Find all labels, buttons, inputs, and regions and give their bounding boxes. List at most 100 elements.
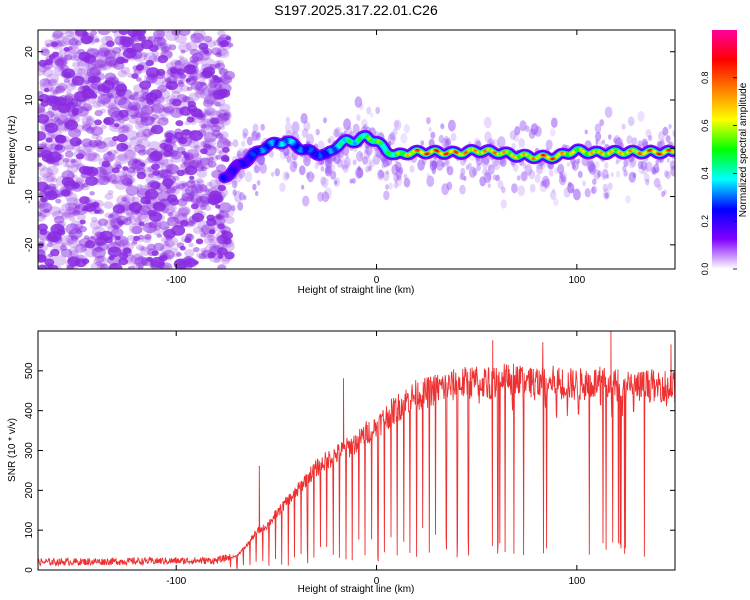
noise-speckle	[166, 76, 178, 85]
noise-speckle	[176, 260, 182, 265]
ridge-halo-speckle	[325, 163, 333, 174]
ridge-halo-speckle	[343, 156, 351, 168]
snr-peak-point	[542, 342, 544, 344]
noise-speckle	[141, 257, 153, 266]
ridge-halo-speckle	[285, 116, 290, 124]
noise-speckle	[52, 30, 63, 39]
ridge-halo-speckle	[242, 128, 249, 138]
ridge-halo-speckle	[446, 165, 454, 176]
spectrogram-x-tick-label: -100	[166, 275, 186, 286]
noise-speckle	[176, 68, 186, 76]
noise-speckle	[39, 190, 52, 201]
noise-speckle	[118, 30, 130, 35]
ridge-halo-speckle	[238, 192, 245, 201]
noise-speckle	[206, 234, 215, 241]
ridge-halo-speckle	[627, 116, 635, 127]
noise-speckle	[53, 221, 65, 230]
ridge-halo-speckle	[306, 171, 315, 183]
ridge-halo-speckle	[514, 126, 521, 136]
noise-speckle	[125, 130, 139, 141]
ridge-halo-speckle	[484, 131, 492, 143]
noise-speckle	[110, 30, 118, 33]
ridge-halo-speckle	[460, 174, 465, 181]
noise-speckle	[90, 126, 104, 136]
ridge-halo-speckle	[655, 167, 660, 174]
ridge-halo-speckle	[591, 185, 598, 194]
noise-speckle	[76, 243, 88, 253]
noise-speckle	[67, 202, 78, 210]
ridge-halo-speckle	[665, 171, 671, 180]
noise-speckle	[56, 117, 65, 125]
noise-speckle	[78, 51, 91, 62]
noise-speckle	[120, 125, 131, 133]
noise-speckle	[210, 117, 220, 125]
noise-speckle	[121, 197, 128, 202]
noise-speckle	[40, 142, 48, 148]
noise-speckle	[67, 45, 80, 55]
noise-speckle	[197, 179, 205, 186]
noise-speckle	[141, 87, 150, 94]
ridge-halo-speckle	[542, 178, 548, 186]
ridge-halo-speckle	[468, 166, 477, 178]
noise-speckle	[60, 30, 69, 35]
noise-speckle	[127, 235, 136, 241]
noise-speckle	[75, 254, 85, 262]
colorbar-axes: 0.0 0.2 0.4 0.6 0.8	[700, 72, 737, 275]
noise-speckle	[108, 140, 118, 147]
ridge-halo-speckle	[536, 164, 543, 175]
ridge-halo-speckle	[577, 170, 583, 178]
noise-speckle	[157, 198, 170, 207]
noise-speckle	[191, 184, 204, 194]
noise-speckle	[156, 182, 168, 191]
noise-speckle	[42, 143, 54, 152]
ridge-halo-speckle	[540, 180, 545, 187]
ridge-halo-speckle	[321, 191, 330, 203]
ridge-halo-speckle	[643, 173, 650, 183]
noise-speckle	[219, 125, 226, 130]
noise-speckle	[215, 204, 221, 209]
ridge-halo-speckle	[389, 131, 395, 141]
ridge-halo-speckle	[244, 171, 253, 183]
noise-speckle	[94, 141, 109, 153]
noise-speckle	[190, 203, 199, 210]
noise-speckle	[122, 166, 129, 171]
noise-speckle	[47, 128, 62, 139]
ridge-halo-speckle	[270, 171, 275, 177]
noise-speckle	[200, 89, 214, 100]
noise-speckle	[111, 119, 125, 130]
noise-speckle	[117, 204, 128, 213]
ridge-halo-speckle	[463, 176, 467, 181]
noise-speckle	[118, 200, 133, 211]
noise-speckle	[199, 157, 211, 166]
noise-speckle	[164, 239, 175, 248]
ridge-halo-speckle	[604, 106, 613, 118]
noise-speckle	[94, 50, 109, 62]
ridge-halo-speckle	[393, 173, 400, 183]
ridge-halo-speckle	[524, 164, 533, 176]
noise-speckle	[72, 202, 85, 213]
noise-speckle	[196, 169, 208, 178]
noise-speckle	[138, 246, 145, 251]
noise-speckle	[150, 113, 159, 120]
noise-speckle	[72, 61, 80, 68]
spectrogram-y-tick-label: 20	[24, 46, 35, 58]
ridge-halo-speckle	[403, 177, 411, 188]
noise-speckle	[65, 206, 76, 215]
ridge-halo-speckle	[431, 167, 436, 175]
noise-speckle	[131, 210, 138, 215]
noise-speckle	[97, 49, 112, 61]
noise-speckle	[38, 229, 51, 240]
noise-speckle	[108, 262, 123, 269]
ridge-halo-speckle	[237, 148, 245, 160]
noise-speckle	[87, 152, 101, 163]
noise-speckle	[43, 78, 49, 83]
noise-speckle	[143, 198, 151, 203]
noise-speckle	[57, 54, 68, 63]
ridge-halo-speckle	[662, 126, 669, 136]
ridge-halo-speckle	[236, 150, 242, 158]
ridge-halo-speckle	[548, 169, 554, 177]
noise-speckle	[159, 139, 170, 148]
ridge-halo-speckle	[501, 186, 506, 194]
ridge-halo-speckle	[665, 135, 671, 143]
noise-speckle	[221, 113, 232, 121]
